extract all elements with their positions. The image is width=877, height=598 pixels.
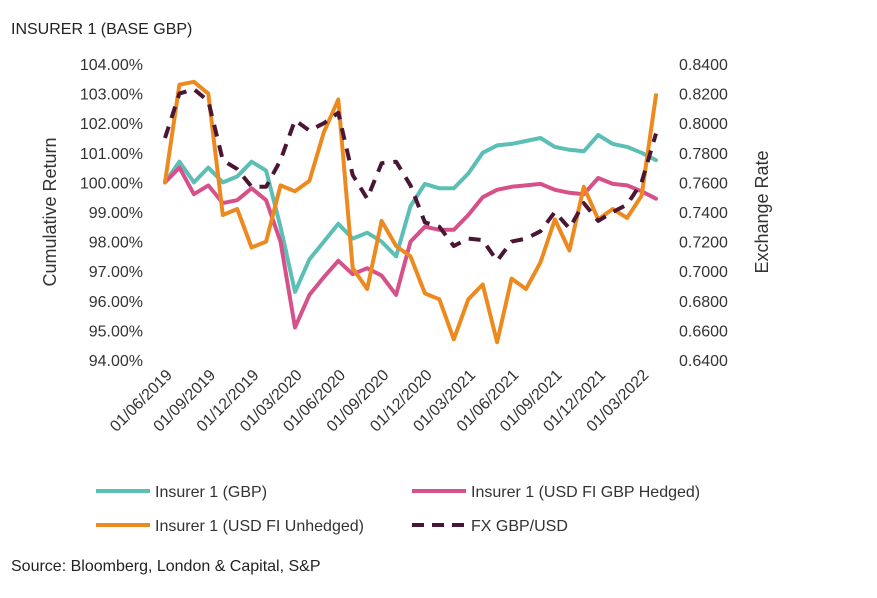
y-axis-right-ticks: 0.8400 0.8200 0.8000 0.7800 0.7600 0.7400 0.72…	[679, 57, 728, 370]
line-insurer-usd-hedged	[163, 165, 658, 330]
y-tick-label: 100.00%	[80, 175, 143, 192]
x-axis-ticks: 01/06/201901/09/201901/12/201901/03/2020…	[107, 367, 652, 436]
line-insurer-usd-unhedged	[163, 79, 658, 345]
legend-label-insurer-usd-hedged: Insurer 1 (USD FI GBP Hedged)	[471, 484, 700, 501]
y-tick-label: 101.00%	[80, 146, 143, 163]
y2-tick-label: 0.6600	[679, 323, 728, 340]
legend-item-insurer-gbp: Insurer 1 (GBP)	[96, 484, 267, 501]
legend-label-insurer-usd-unhedged: Insurer 1 (USD FI Unhedged)	[155, 518, 364, 535]
legend-item-insurer-usd-unhedged: Insurer 1 (USD FI Unhedged)	[96, 518, 364, 535]
y2-tick-label: 0.8200	[679, 87, 728, 104]
y-axis-left-title: Cumulative Return	[40, 137, 60, 286]
y2-tick-label: 0.6800	[679, 294, 728, 311]
y-tick-label: 104.00%	[80, 57, 143, 74]
legend-label-insurer-gbp: Insurer 1 (GBP)	[155, 484, 267, 501]
y-axis-right-title: Exchange Rate	[752, 150, 772, 273]
y2-tick-label: 0.7600	[679, 175, 728, 192]
legend: Insurer 1 (GBP) Insurer 1 (USD FI GBP He…	[96, 484, 700, 535]
y2-tick-label: 0.7000	[679, 264, 728, 281]
y2-tick-label: 0.6400	[679, 353, 728, 370]
y2-tick-label: 0.7200	[679, 235, 728, 252]
chart-title: INSURER 1 (BASE GBP)	[11, 21, 193, 38]
legend-item-fx: FX GBP/USD	[412, 518, 568, 535]
line-insurer-gbp	[163, 133, 658, 294]
line-fx	[163, 87, 658, 263]
y-axis-left-ticks: 104.00% 103.00% 102.00% 101.00% 100.00% 99.00…	[80, 57, 143, 370]
y-tick-label: 97.00%	[89, 264, 143, 281]
y-tick-label: 102.00%	[80, 116, 143, 133]
y-tick-label: 103.00%	[80, 87, 143, 104]
legend-item-insurer-usd-hedged: Insurer 1 (USD FI GBP Hedged)	[412, 484, 700, 501]
y-tick-label: 95.00%	[89, 323, 143, 340]
series-lines	[163, 79, 658, 345]
chart-source: Source: Bloomberg, London & Capital, S&P	[11, 558, 321, 575]
y-tick-label: 94.00%	[89, 353, 143, 370]
legend-label-fx: FX GBP/USD	[471, 518, 568, 535]
y-tick-label: 99.00%	[89, 205, 143, 222]
y2-tick-label: 0.8400	[679, 57, 728, 74]
y-tick-label: 98.00%	[89, 235, 143, 252]
y2-tick-label: 0.7400	[679, 205, 728, 222]
y2-tick-label: 0.8000	[679, 116, 728, 133]
y2-tick-label: 0.7800	[679, 146, 728, 163]
y-tick-label: 96.00%	[89, 294, 143, 311]
